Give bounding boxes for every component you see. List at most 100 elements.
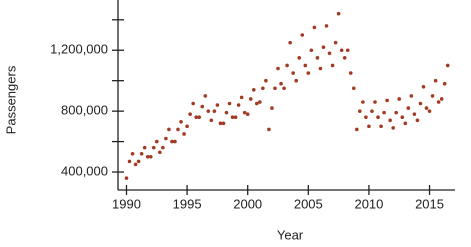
point — [185, 124, 189, 129]
y-tick-label: 400,000 — [61, 163, 108, 178]
point — [245, 112, 250, 116]
point — [267, 127, 271, 132]
point — [355, 127, 359, 132]
point — [391, 126, 395, 130]
point — [388, 118, 392, 123]
point — [315, 56, 320, 60]
point — [330, 63, 335, 68]
point — [409, 94, 414, 98]
point — [230, 115, 235, 120]
point — [148, 155, 153, 159]
point — [206, 109, 211, 113]
point — [318, 66, 323, 71]
point — [406, 106, 411, 110]
point — [188, 112, 192, 116]
point — [373, 100, 377, 104]
point — [273, 86, 277, 91]
point — [348, 71, 353, 75]
point — [194, 115, 198, 120]
point — [379, 124, 383, 129]
point — [403, 121, 408, 126]
point — [270, 106, 274, 110]
point — [209, 118, 214, 123]
point — [173, 139, 177, 144]
point — [397, 97, 402, 101]
point — [255, 101, 259, 106]
point — [127, 159, 132, 164]
point — [197, 115, 202, 120]
point — [154, 139, 159, 144]
point — [124, 176, 129, 180]
point — [342, 56, 347, 60]
point — [170, 139, 174, 144]
x-tick-label: 2015 — [415, 196, 444, 211]
point — [339, 48, 344, 53]
point — [142, 145, 147, 150]
point — [167, 127, 171, 132]
point — [400, 115, 405, 120]
point — [151, 145, 156, 150]
y-axis-label: Passengers — [3, 65, 18, 134]
point — [312, 25, 317, 30]
point — [309, 48, 314, 53]
point — [242, 110, 247, 115]
point — [158, 150, 162, 155]
point — [442, 81, 447, 86]
point — [200, 104, 205, 109]
point — [415, 118, 420, 123]
point — [224, 110, 229, 115]
point — [133, 162, 138, 167]
point — [336, 11, 341, 16]
point — [239, 95, 244, 100]
point — [327, 51, 332, 56]
point — [258, 100, 262, 104]
point — [227, 101, 232, 106]
point — [430, 94, 435, 98]
point — [251, 88, 256, 92]
point — [376, 115, 380, 120]
point — [324, 24, 329, 28]
point — [212, 109, 217, 113]
point — [130, 151, 135, 156]
x-tick-label: 1990 — [112, 196, 141, 211]
point — [427, 109, 432, 113]
point — [221, 121, 226, 126]
point — [276, 66, 280, 71]
point — [297, 56, 302, 60]
x-tick-label: 2010 — [354, 196, 383, 211]
point — [248, 97, 253, 101]
point — [145, 155, 150, 159]
point — [370, 109, 374, 113]
point — [182, 132, 186, 136]
point — [279, 81, 283, 86]
x-axis-label: Year — [277, 227, 304, 242]
point — [394, 110, 399, 115]
point — [364, 115, 368, 120]
point — [264, 78, 268, 83]
point — [421, 84, 426, 89]
point — [139, 151, 144, 156]
point — [382, 110, 386, 115]
point — [439, 97, 444, 101]
point — [351, 86, 356, 91]
point — [300, 33, 305, 37]
point — [412, 112, 417, 116]
point — [161, 145, 165, 150]
point — [418, 101, 423, 106]
point — [321, 45, 326, 49]
point — [361, 100, 365, 104]
point — [233, 115, 238, 120]
point — [218, 121, 223, 126]
point — [215, 103, 220, 107]
point — [282, 86, 286, 91]
point — [203, 94, 208, 98]
point — [333, 40, 338, 45]
point — [424, 106, 429, 110]
point — [261, 86, 265, 91]
point — [436, 100, 441, 104]
x-tick-label: 2000 — [233, 196, 262, 211]
x-tick-label: 2005 — [294, 196, 323, 211]
point — [179, 119, 183, 124]
point — [445, 63, 450, 68]
